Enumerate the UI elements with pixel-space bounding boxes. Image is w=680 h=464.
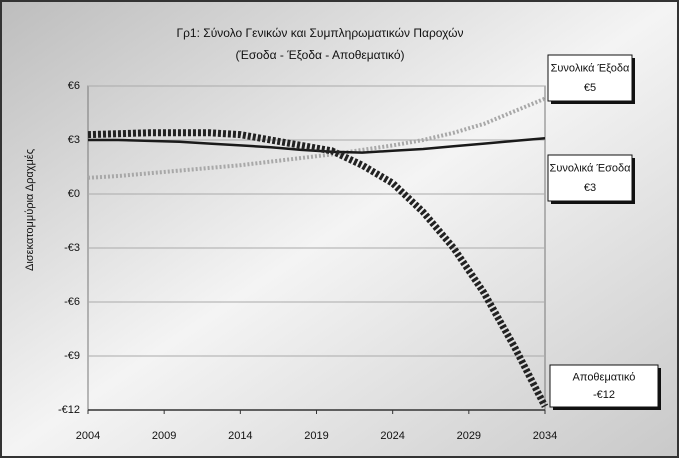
x-tick-label: 2029 xyxy=(457,430,481,442)
line-series xyxy=(87,96,546,180)
end-label: -€12 xyxy=(593,389,615,401)
y-axis-label: Δισεκατομμύρια Δραχμές xyxy=(24,149,36,271)
x-tick-label: 2009 xyxy=(152,430,176,442)
series-name: Συνολικά Έσοδα xyxy=(550,163,632,175)
chart-subtitle: (Έσοδα - Έξοδα - Αποθεματικό) xyxy=(235,48,404,62)
x-tick-label: 2019 xyxy=(304,430,328,442)
x-tick-label: 2014 xyxy=(228,430,252,442)
y-tick-label: €3 xyxy=(68,134,80,146)
y-tick-label: -€9 xyxy=(64,350,80,362)
y-tick-label: €0 xyxy=(68,188,80,200)
end-label: €3 xyxy=(584,182,596,194)
series-name: Συνολικά Έξοδα xyxy=(551,63,630,75)
end-label: €5 xyxy=(584,82,596,94)
x-tick-label: 2024 xyxy=(380,430,404,442)
y-tick-label: €6 xyxy=(68,80,80,92)
x-tick-label: 2004 xyxy=(76,430,100,442)
line-series xyxy=(87,129,549,408)
label-box xyxy=(549,364,659,408)
y-tick-label: -€6 xyxy=(64,296,80,308)
label-box xyxy=(547,54,633,102)
x-tick-label: 2034 xyxy=(533,430,557,442)
series-name: Αποθεματικό xyxy=(573,372,636,384)
y-tick-label: -€3 xyxy=(64,242,80,254)
chart-title: Γρ1: Σύνολο Γενικών και Συμπληρωματικών … xyxy=(177,26,464,40)
label-box xyxy=(547,154,633,202)
y-tick-label: -€12 xyxy=(58,404,80,416)
